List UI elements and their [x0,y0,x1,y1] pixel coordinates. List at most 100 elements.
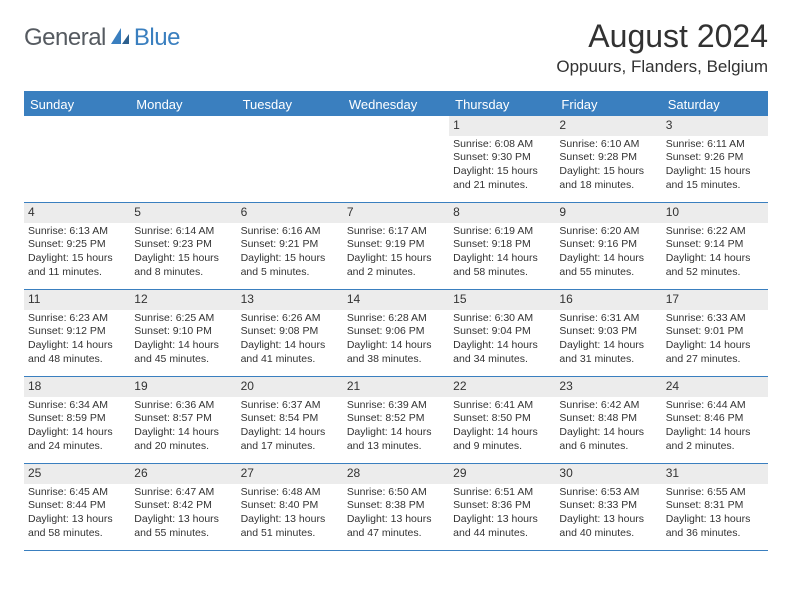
sunrise-text: Sunrise: 6:55 AM [666,486,764,500]
day-body: Sunrise: 6:39 AMSunset: 8:52 PMDaylight:… [343,399,449,457]
daylight-text: Daylight: 14 hours and 6 minutes. [559,426,657,453]
day-cell: 29Sunrise: 6:51 AMSunset: 8:36 PMDayligh… [449,464,555,550]
daylight-text: Daylight: 13 hours and 51 minutes. [241,513,339,540]
day-body: Sunrise: 6:41 AMSunset: 8:50 PMDaylight:… [449,399,555,457]
daylight-text: Daylight: 15 hours and 8 minutes. [134,252,232,279]
daylight-text: Daylight: 14 hours and 55 minutes. [559,252,657,279]
day-cell: 14Sunrise: 6:28 AMSunset: 9:06 PMDayligh… [343,290,449,376]
day-body: Sunrise: 6:47 AMSunset: 8:42 PMDaylight:… [130,486,236,544]
day-body: Sunrise: 6:51 AMSunset: 8:36 PMDaylight:… [449,486,555,544]
week-row: 1Sunrise: 6:08 AMSunset: 9:30 PMDaylight… [24,116,768,203]
sunrise-text: Sunrise: 6:44 AM [666,399,764,413]
day-number: 23 [555,377,661,397]
sunrise-text: Sunrise: 6:31 AM [559,312,657,326]
sunrise-text: Sunrise: 6:13 AM [28,225,126,239]
sunrise-text: Sunrise: 6:30 AM [453,312,551,326]
day-number: 10 [662,203,768,223]
daylight-text: Daylight: 13 hours and 58 minutes. [28,513,126,540]
daylight-text: Daylight: 14 hours and 34 minutes. [453,339,551,366]
calendar: SundayMondayTuesdayWednesdayThursdayFrid… [24,91,768,551]
day-number: 5 [130,203,236,223]
sunset-text: Sunset: 8:54 PM [241,412,339,426]
empty-cell [24,116,130,202]
day-number: 15 [449,290,555,310]
day-body: Sunrise: 6:30 AMSunset: 9:04 PMDaylight:… [449,312,555,370]
day-number: 13 [237,290,343,310]
day-number: 22 [449,377,555,397]
day-body: Sunrise: 6:28 AMSunset: 9:06 PMDaylight:… [343,312,449,370]
daylight-text: Daylight: 14 hours and 38 minutes. [347,339,445,366]
sunset-text: Sunset: 8:38 PM [347,499,445,513]
day-body: Sunrise: 6:26 AMSunset: 9:08 PMDaylight:… [237,312,343,370]
day-cell: 12Sunrise: 6:25 AMSunset: 9:10 PMDayligh… [130,290,236,376]
day-cell: 5Sunrise: 6:14 AMSunset: 9:23 PMDaylight… [130,203,236,289]
day-number: 6 [237,203,343,223]
month-title: August 2024 [556,18,768,55]
day-number: 28 [343,464,449,484]
sunrise-text: Sunrise: 6:34 AM [28,399,126,413]
daylight-text: Daylight: 14 hours and 48 minutes. [28,339,126,366]
daylight-text: Daylight: 15 hours and 15 minutes. [666,165,764,192]
day-number: 27 [237,464,343,484]
sunrise-text: Sunrise: 6:51 AM [453,486,551,500]
day-cell: 1Sunrise: 6:08 AMSunset: 9:30 PMDaylight… [449,116,555,202]
day-body: Sunrise: 6:17 AMSunset: 9:19 PMDaylight:… [343,225,449,283]
sunrise-text: Sunrise: 6:23 AM [28,312,126,326]
day-cell: 21Sunrise: 6:39 AMSunset: 8:52 PMDayligh… [343,377,449,463]
sunrise-text: Sunrise: 6:20 AM [559,225,657,239]
day-body: Sunrise: 6:34 AMSunset: 8:59 PMDaylight:… [24,399,130,457]
sunrise-text: Sunrise: 6:16 AM [241,225,339,239]
sunrise-text: Sunrise: 6:19 AM [453,225,551,239]
day-cell: 30Sunrise: 6:53 AMSunset: 8:33 PMDayligh… [555,464,661,550]
day-number: 18 [24,377,130,397]
sunrise-text: Sunrise: 6:17 AM [347,225,445,239]
day-cell: 24Sunrise: 6:44 AMSunset: 8:46 PMDayligh… [662,377,768,463]
day-number: 30 [555,464,661,484]
daylight-text: Daylight: 15 hours and 5 minutes. [241,252,339,279]
day-number: 31 [662,464,768,484]
day-cell: 16Sunrise: 6:31 AMSunset: 9:03 PMDayligh… [555,290,661,376]
sunset-text: Sunset: 9:08 PM [241,325,339,339]
sunset-text: Sunset: 8:46 PM [666,412,764,426]
sunset-text: Sunset: 9:19 PM [347,238,445,252]
day-number: 20 [237,377,343,397]
sunset-text: Sunset: 8:59 PM [28,412,126,426]
sunrise-text: Sunrise: 6:14 AM [134,225,232,239]
daylight-text: Daylight: 14 hours and 27 minutes. [666,339,764,366]
sunrise-text: Sunrise: 6:50 AM [347,486,445,500]
daylight-text: Daylight: 14 hours and 31 minutes. [559,339,657,366]
sunrise-text: Sunrise: 6:48 AM [241,486,339,500]
daylight-text: Daylight: 14 hours and 17 minutes. [241,426,339,453]
day-body: Sunrise: 6:10 AMSunset: 9:28 PMDaylight:… [555,138,661,196]
daylight-text: Daylight: 15 hours and 18 minutes. [559,165,657,192]
day-body: Sunrise: 6:33 AMSunset: 9:01 PMDaylight:… [662,312,768,370]
day-body: Sunrise: 6:20 AMSunset: 9:16 PMDaylight:… [555,225,661,283]
day-body: Sunrise: 6:13 AMSunset: 9:25 PMDaylight:… [24,225,130,283]
sunset-text: Sunset: 9:21 PM [241,238,339,252]
day-body: Sunrise: 6:22 AMSunset: 9:14 PMDaylight:… [662,225,768,283]
empty-cell [130,116,236,202]
day-number: 25 [24,464,130,484]
week-row: 4Sunrise: 6:13 AMSunset: 9:25 PMDaylight… [24,203,768,290]
sunrise-text: Sunrise: 6:33 AM [666,312,764,326]
daylight-text: Daylight: 14 hours and 20 minutes. [134,426,232,453]
day-number: 24 [662,377,768,397]
sunset-text: Sunset: 9:12 PM [28,325,126,339]
day-cell: 26Sunrise: 6:47 AMSunset: 8:42 PMDayligh… [130,464,236,550]
sunrise-text: Sunrise: 6:11 AM [666,138,764,152]
daylight-text: Daylight: 15 hours and 21 minutes. [453,165,551,192]
daylight-text: Daylight: 14 hours and 45 minutes. [134,339,232,366]
day-number: 1 [449,116,555,136]
day-of-week-cell: Monday [130,93,236,116]
sunset-text: Sunset: 8:52 PM [347,412,445,426]
day-of-week-cell: Saturday [662,93,768,116]
day-number: 9 [555,203,661,223]
sunset-text: Sunset: 8:31 PM [666,499,764,513]
sunset-text: Sunset: 9:10 PM [134,325,232,339]
daylight-text: Daylight: 14 hours and 52 minutes. [666,252,764,279]
sunset-text: Sunset: 9:26 PM [666,151,764,165]
daylight-text: Daylight: 14 hours and 9 minutes. [453,426,551,453]
sunrise-text: Sunrise: 6:08 AM [453,138,551,152]
day-of-week-cell: Friday [555,93,661,116]
sunrise-text: Sunrise: 6:42 AM [559,399,657,413]
